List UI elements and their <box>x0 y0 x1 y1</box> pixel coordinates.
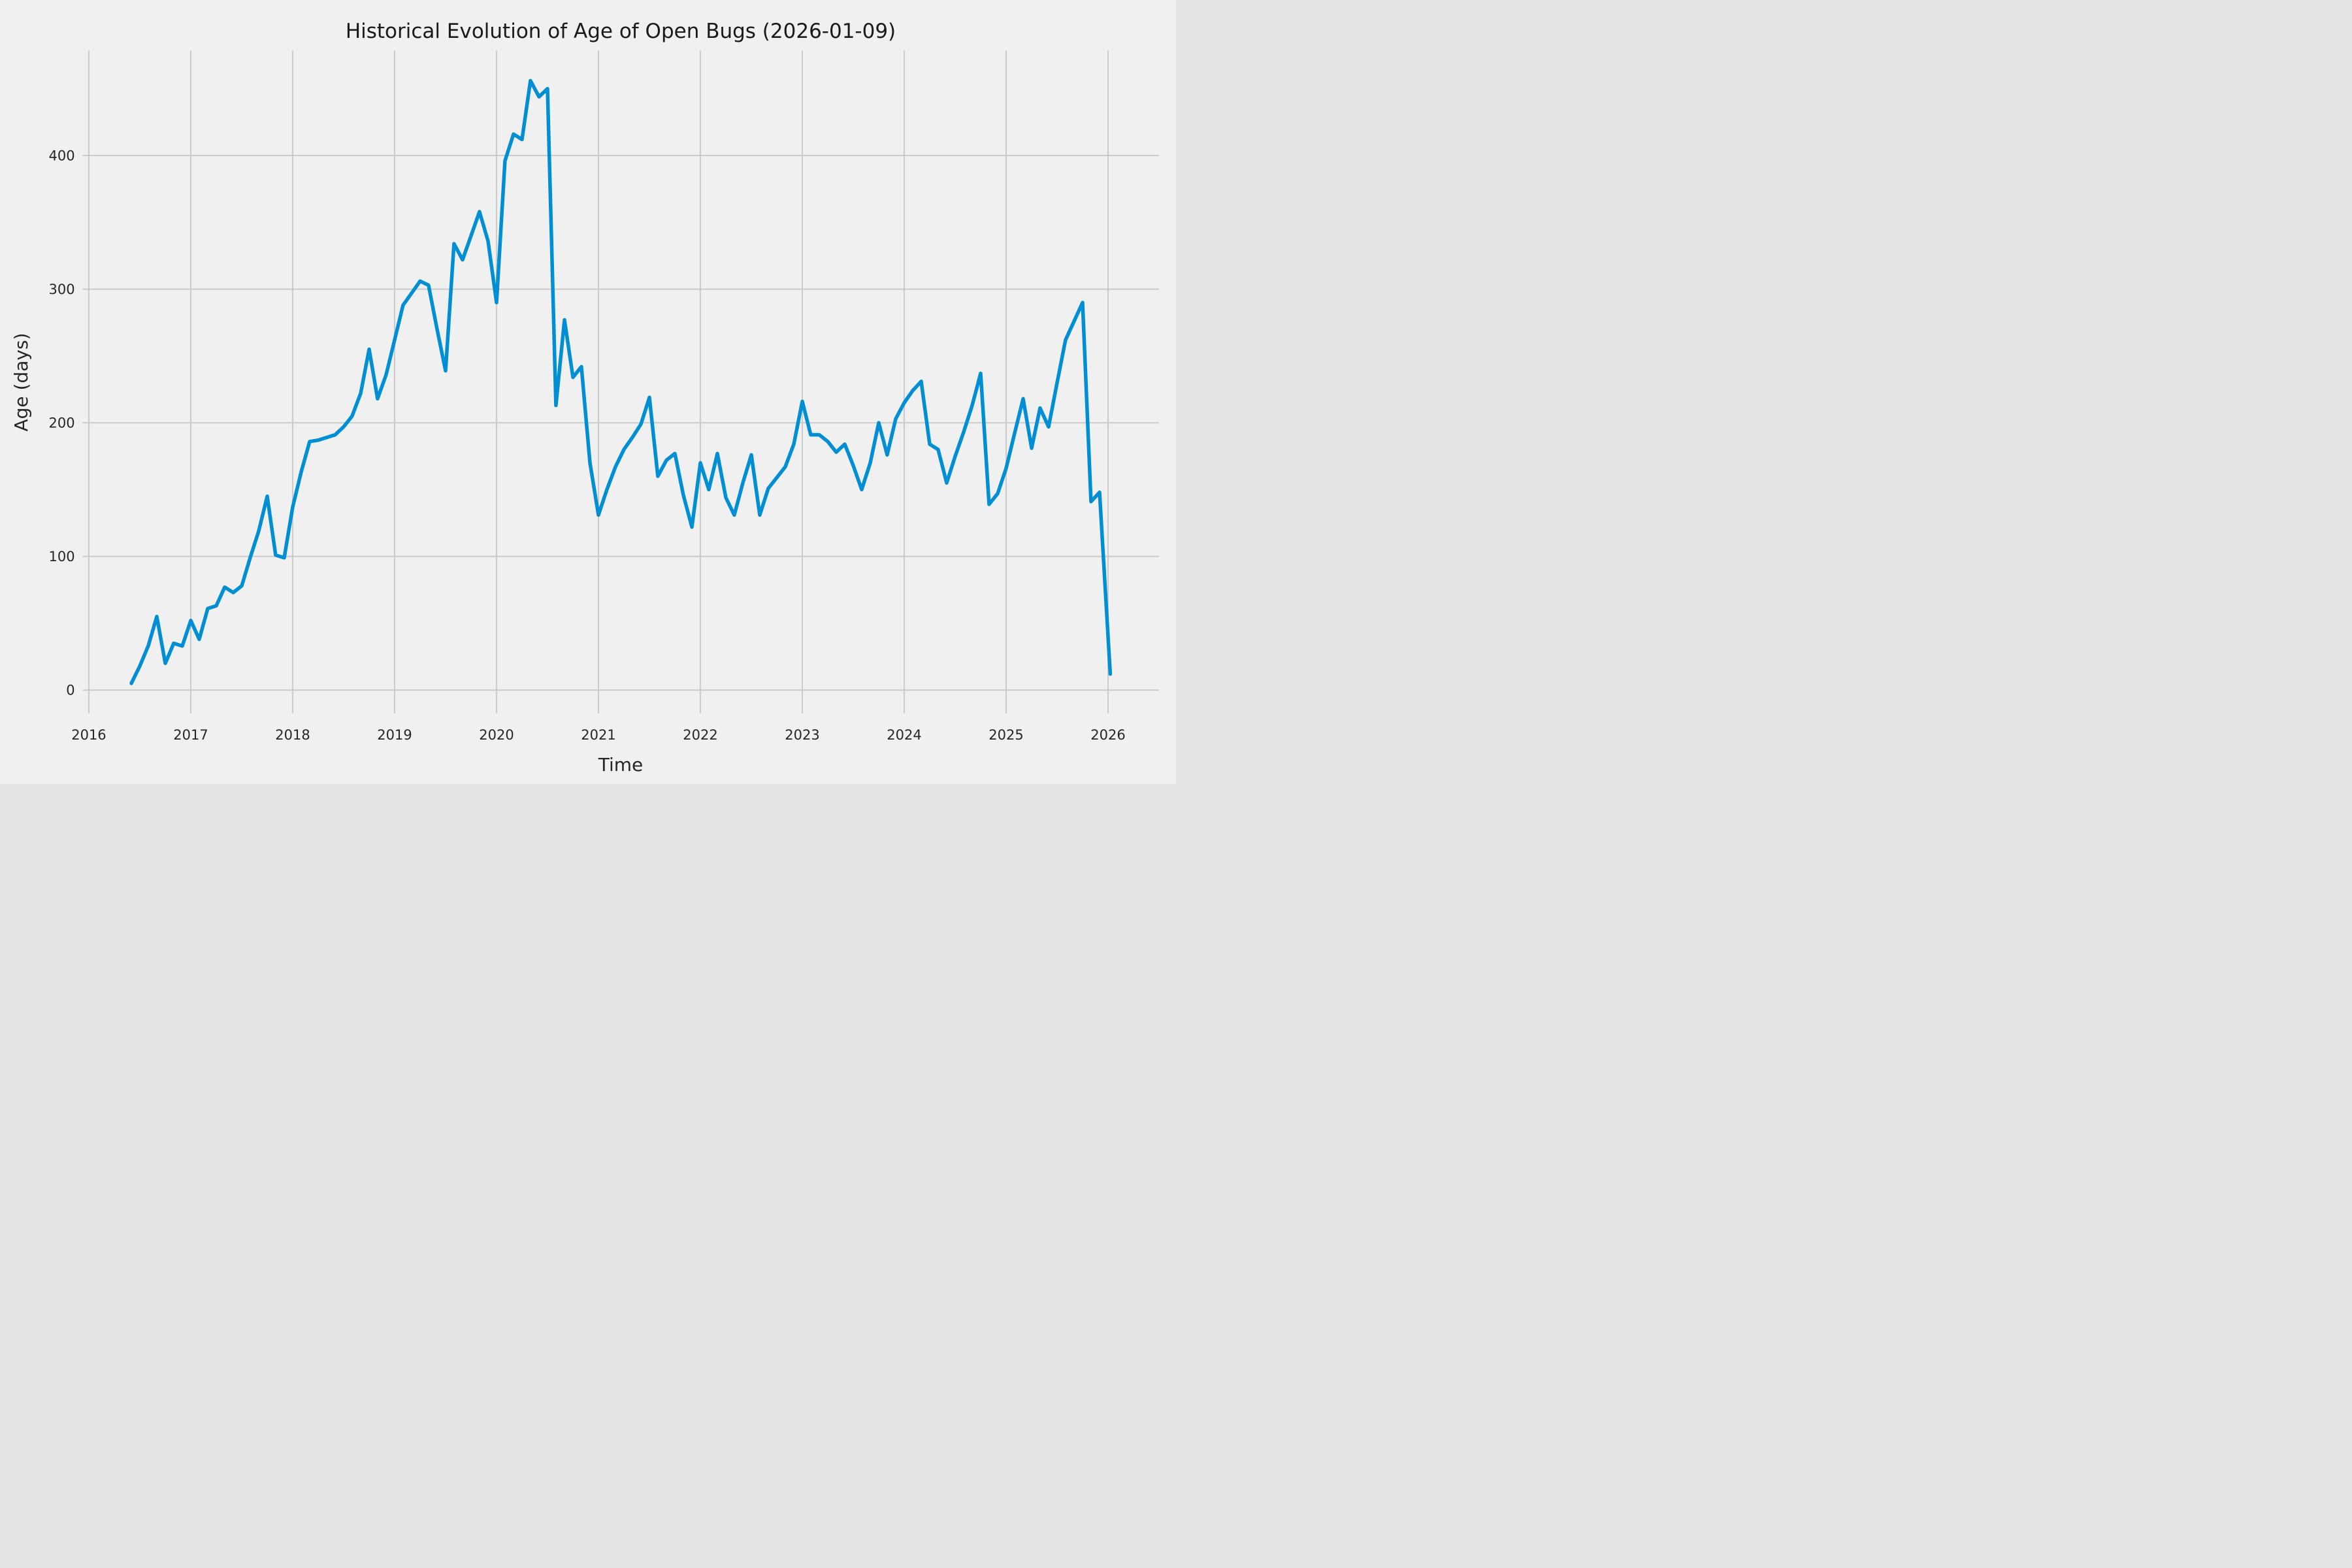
age-of-open-bugs-line-series <box>129 78 1113 685</box>
x-tick-label-2025: 2025 <box>988 727 1023 743</box>
x-tick-label-2023: 2023 <box>785 727 819 743</box>
y-tick-label-400: 400 <box>49 148 75 164</box>
x-tick-label-2018: 2018 <box>275 727 310 743</box>
y-tick-label-300: 300 <box>49 282 75 297</box>
x-tick-label-2022: 2022 <box>683 727 717 743</box>
x-axis-label: Time <box>598 754 644 776</box>
x-tick-label-2019: 2019 <box>377 727 412 743</box>
y-tick-label-100: 100 <box>49 549 75 564</box>
y-tick-label-200: 200 <box>49 416 75 431</box>
line-chart: 2016 2017 2018 2019 2020 2021 2022 2023 2024 2025… <box>10 20 1159 776</box>
x-tick-label-2020: 2020 <box>479 727 514 743</box>
chart-figure: 2016 2017 2018 2019 2020 2021 2022 2023 2024 2025… <box>0 0 1176 784</box>
y-axis-label: Age (days) <box>10 333 32 432</box>
y-tick-label-0: 0 <box>66 683 74 698</box>
x-tick-label-2024: 2024 <box>887 727 921 743</box>
x-tick-label-2016: 2016 <box>71 727 106 743</box>
tick-labels: 2016 2017 2018 2019 2020 2021 2022 2023 2024 2025… <box>49 148 1126 743</box>
x-tick-label-2026: 2026 <box>1090 727 1125 743</box>
grid-lines <box>82 50 1159 713</box>
chart-title: Historical Evolution of Age of Open Bugs… <box>346 20 896 43</box>
x-tick-label-2017: 2017 <box>173 727 208 743</box>
x-tick-label-2021: 2021 <box>581 727 615 743</box>
